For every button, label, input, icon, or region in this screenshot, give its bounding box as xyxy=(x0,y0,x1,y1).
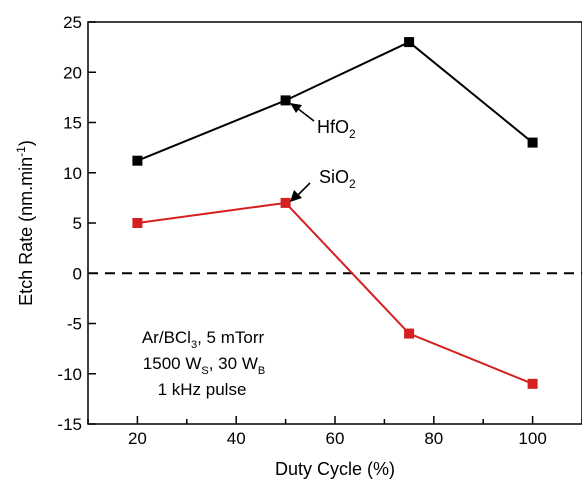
x-tick-label: 20 xyxy=(128,429,147,448)
series-1-point xyxy=(132,218,143,228)
series-0-point xyxy=(132,155,143,166)
y-axis-ticks: -15 -10 -5 0 5 10 15 20 25 xyxy=(57,13,96,434)
y-tick-label: 10 xyxy=(63,164,82,183)
x-tick-label: 40 xyxy=(227,429,246,448)
sio2-label-group: SiO2 xyxy=(290,167,356,202)
x-tick-label: 60 xyxy=(326,429,345,448)
y-tick-label: 5 xyxy=(73,214,82,233)
y-tick-label: -5 xyxy=(67,315,82,334)
series-1-point xyxy=(280,197,291,208)
y-tick-label: 20 xyxy=(63,63,82,82)
y-tick-label: 0 xyxy=(73,264,82,283)
hfo2-series-label: HfO2 xyxy=(317,117,356,141)
conditions-annotation: Ar/BCl3, 5 mTorr 1500 WS, 30 WB 1 kHz pu… xyxy=(142,328,265,399)
hfo2-label-group: HfO2 xyxy=(290,103,356,141)
series-group xyxy=(132,37,538,389)
sio2-arrow-shaft xyxy=(296,182,311,197)
series-line-0 xyxy=(137,40,534,162)
series-0-point xyxy=(527,137,538,148)
conditions-line-1: Ar/BCl3, 5 mTorr xyxy=(142,328,265,351)
x-tick-label: 100 xyxy=(518,429,546,448)
y-tick-label: 15 xyxy=(63,114,82,133)
hfo2-arrow-head xyxy=(290,103,302,113)
y-axis-label: Etch Rate (nm.min-1) xyxy=(14,140,36,306)
y-tick-label: -10 xyxy=(57,365,82,384)
x-tick-label: 80 xyxy=(424,429,443,448)
y-tick-label: -15 xyxy=(57,415,82,434)
series-line-1 xyxy=(137,201,533,385)
sio2-arrow-head xyxy=(290,190,302,202)
conditions-line-3: 1 kHz pulse xyxy=(158,380,247,399)
conditions-line-2: 1500 WS, 30 WB xyxy=(143,354,265,377)
series-0-point xyxy=(404,37,415,48)
y-tick-label: 25 xyxy=(63,13,82,32)
series-0-point xyxy=(280,95,291,106)
sio2-series-label: SiO2 xyxy=(319,167,356,191)
x-axis-ticks: 20 40 60 80 100 xyxy=(87,416,582,448)
series-1-point xyxy=(527,378,538,389)
series-1-point xyxy=(404,328,415,339)
hfo2-arrow-shaft xyxy=(296,107,315,122)
x-axis-label: Duty Cycle (%) xyxy=(275,459,395,479)
